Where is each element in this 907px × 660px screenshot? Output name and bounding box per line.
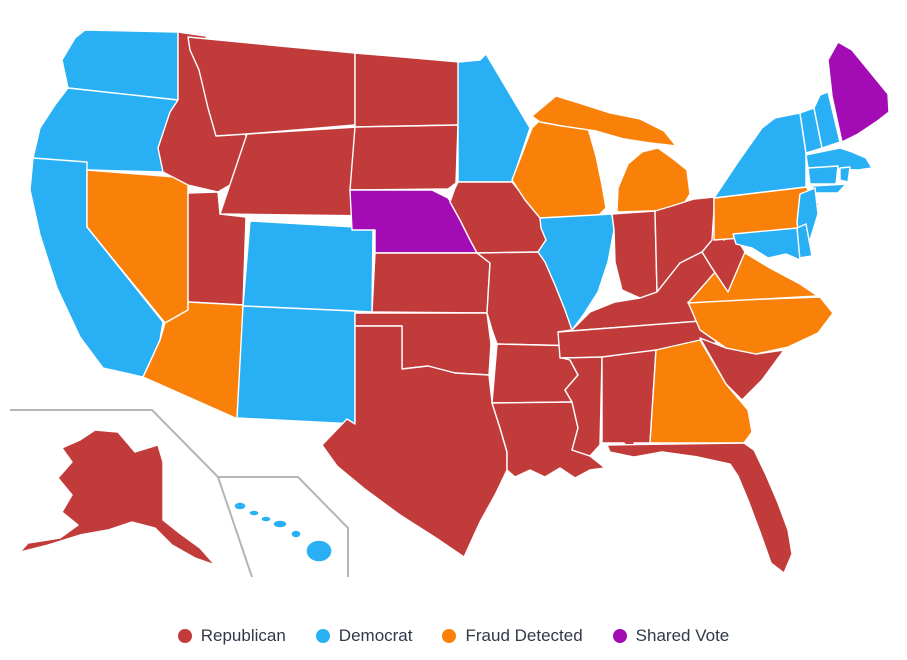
legend-label-republican: Republican (200, 626, 286, 645)
states-layer (19, 29, 890, 574)
state-ak[interactable] (19, 429, 216, 566)
legend-item-shared_vote[interactable]: Shared Vote (612, 626, 730, 646)
state-nh[interactable] (813, 91, 841, 149)
state-mi[interactable] (531, 95, 677, 147)
state-ga[interactable] (649, 339, 753, 444)
state-me[interactable] (827, 41, 890, 143)
legend-swatch-republican (177, 629, 192, 643)
state-md[interactable] (732, 227, 801, 261)
state-mi[interactable] (616, 147, 691, 213)
state-nm[interactable] (236, 305, 356, 425)
state-ks[interactable] (371, 252, 491, 314)
state-hi[interactable] (260, 515, 272, 523)
legend-label-fraud_detected: Fraud Detected (465, 626, 583, 645)
state-ny[interactable] (713, 112, 807, 199)
state-ny[interactable] (811, 183, 847, 194)
state-il[interactable] (537, 213, 615, 331)
state-nc[interactable] (687, 296, 834, 355)
state-hi[interactable] (290, 529, 302, 539)
state-al[interactable] (601, 349, 657, 457)
legend-item-democrat[interactable]: Democrat (315, 626, 413, 646)
state-hi[interactable] (248, 509, 260, 517)
state-hi[interactable] (233, 501, 247, 511)
legend-swatch-fraud_detected (442, 629, 457, 643)
alaska-inset-border (10, 409, 253, 578)
state-hi[interactable] (305, 539, 333, 563)
state-mt[interactable] (187, 36, 356, 137)
legend-swatch-shared_vote (612, 629, 627, 643)
hawaii-inset-border (218, 476, 349, 577)
state-co[interactable] (242, 220, 374, 313)
legend-item-fraud_detected[interactable]: Fraud Detected (442, 626, 583, 646)
legend-swatch-democrat (315, 629, 330, 643)
legend-label-shared_vote: Shared Vote (635, 626, 730, 645)
legend-item-republican[interactable]: Republican (177, 626, 286, 646)
legend-label-democrat: Democrat (338, 626, 413, 645)
state-ri[interactable] (839, 166, 851, 183)
state-nd[interactable] (354, 52, 461, 128)
state-ma[interactable] (805, 147, 873, 171)
us-choropleth-map (10, 29, 890, 578)
legend: Republican Democrat Fraud Detected Shared V… (0, 626, 907, 646)
state-ms[interactable] (561, 356, 603, 457)
state-hi[interactable] (272, 519, 288, 529)
state-in[interactable] (611, 210, 658, 299)
state-tx[interactable] (321, 325, 508, 558)
state-fl[interactable] (606, 442, 793, 574)
state-sd[interactable] (349, 124, 459, 191)
state-ct[interactable] (807, 165, 839, 185)
